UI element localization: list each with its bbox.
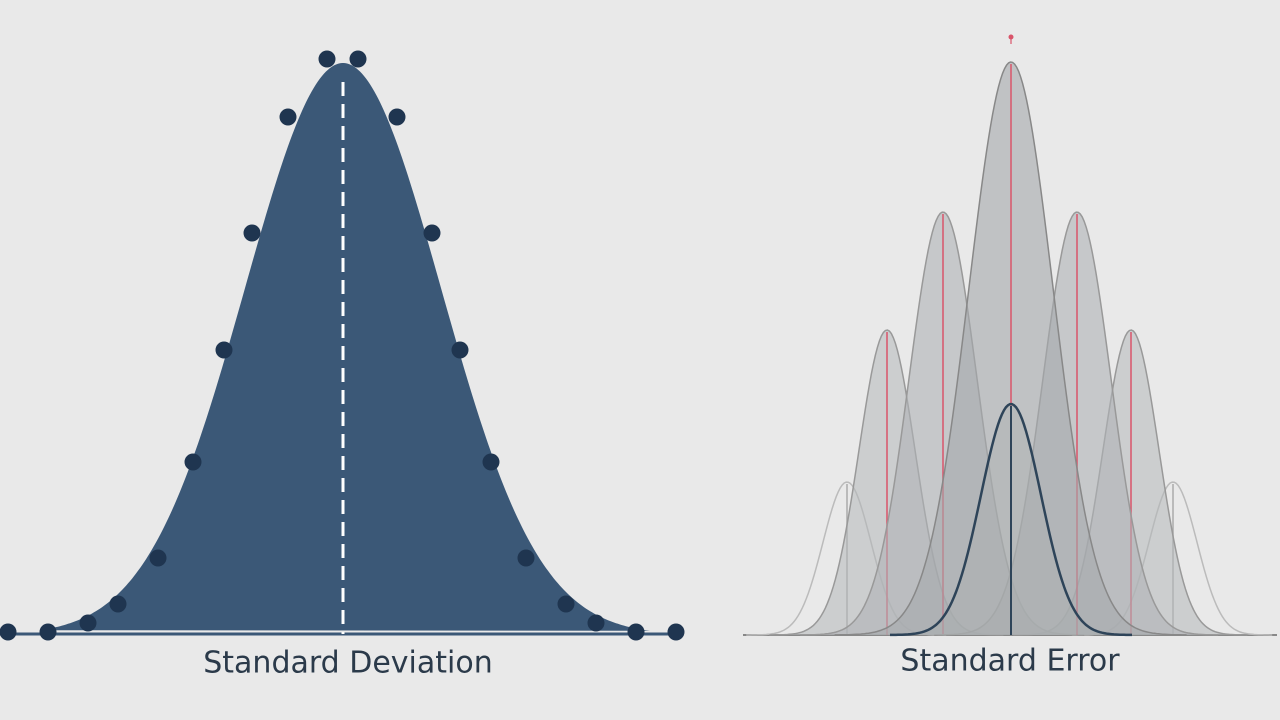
standard-error-panel	[743, 34, 1277, 637]
data-point	[557, 595, 575, 613]
panel-label: Standard Deviation	[203, 646, 493, 681]
data-point	[482, 453, 500, 471]
data-point	[517, 549, 535, 567]
data-point	[109, 595, 127, 613]
bell-curve	[40, 63, 650, 631]
data-point	[627, 623, 645, 641]
data-point	[149, 549, 167, 567]
data-point	[388, 108, 406, 126]
data-point	[0, 623, 17, 641]
data-point	[215, 341, 233, 359]
data-point	[587, 614, 605, 632]
data-point	[79, 614, 97, 632]
standard-deviation-panel	[0, 50, 685, 641]
data-point	[243, 224, 261, 242]
data-point	[39, 623, 57, 641]
data-point	[318, 50, 336, 68]
data-point	[279, 108, 297, 126]
data-point	[451, 341, 469, 359]
data-point	[667, 623, 685, 641]
panel-label: Standard Error	[900, 644, 1120, 679]
data-point	[349, 50, 367, 68]
data-point	[423, 224, 441, 242]
data-point	[184, 453, 202, 471]
